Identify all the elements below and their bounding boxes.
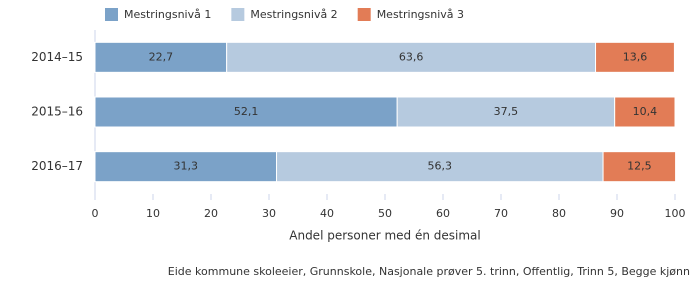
y-tick-label: 2016–17 — [31, 159, 83, 173]
x-tick-label: 70 — [494, 207, 508, 220]
legend-label: Mestringsnivå 2 — [250, 8, 337, 21]
data-label: 56,3 — [428, 160, 453, 173]
data-label: 37,5 — [494, 105, 519, 118]
x-tick-label: 20 — [204, 207, 218, 220]
legend-swatch — [231, 8, 245, 21]
x-tick-label: 100 — [665, 207, 686, 220]
legend-swatch — [105, 8, 118, 21]
legend-swatch — [357, 8, 371, 21]
bar-segment — [226, 41, 597, 73]
bar-segment — [602, 151, 677, 183]
y-tick-label: 2015–16 — [31, 105, 83, 119]
y-tick-label: 2014–15 — [31, 50, 83, 64]
bar-segment — [595, 41, 675, 73]
x-tick-label: 90 — [610, 207, 624, 220]
bar-segment — [94, 151, 278, 183]
data-label: 31,3 — [174, 160, 199, 173]
x-tick-label: 40 — [320, 207, 334, 220]
x-tick-label: 80 — [552, 207, 566, 220]
source-note: Eide kommune skoleeier, Grunnskole, Nasj… — [168, 265, 690, 278]
legend-label: Mestringsnivå 3 — [377, 8, 464, 21]
x-tick-label: 10 — [146, 207, 160, 220]
legend-label: Mestringsnivå 1 — [124, 8, 211, 21]
data-label: 13,6 — [623, 50, 648, 63]
bar-segment — [396, 96, 616, 128]
x-tick-label: 50 — [378, 207, 392, 220]
x-tick-label: 60 — [436, 207, 450, 220]
x-tick-label: 0 — [92, 207, 99, 220]
bar-segment — [94, 96, 398, 128]
data-label: 22,7 — [149, 50, 174, 63]
bar-segment — [94, 41, 228, 73]
data-label: 63,6 — [399, 50, 424, 63]
data-label: 12,5 — [627, 160, 652, 173]
x-axis-title: Andel personer med én desimal — [289, 229, 481, 243]
data-label: 52,1 — [234, 105, 259, 118]
data-label: 10,4 — [633, 105, 658, 118]
x-tick-label: 30 — [262, 207, 276, 220]
bar-segment — [614, 96, 676, 128]
